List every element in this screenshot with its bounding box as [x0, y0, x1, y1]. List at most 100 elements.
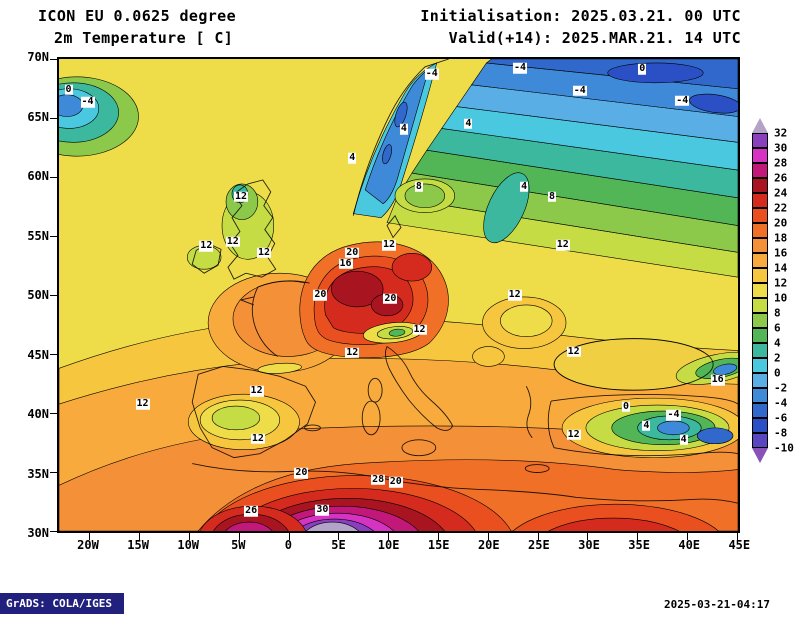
colorbar-tick-label: -8	[774, 426, 788, 440]
lon-tickmark	[587, 533, 589, 540]
lat-tickmark	[50, 176, 57, 178]
lat-tickmark	[50, 117, 57, 119]
lon-tickmark	[139, 533, 141, 540]
colorbar-segment	[752, 223, 768, 238]
colorbar-segment	[752, 193, 768, 208]
lat-tickmark	[50, 294, 57, 296]
temperature-field-svg	[59, 59, 738, 531]
colorbar-tick-label: 14	[774, 261, 788, 275]
colorbar-tick-label: 28	[774, 156, 788, 170]
lat-axis: 70N 65N 60N 55N 50N 45N 40N 35N 30N	[0, 50, 53, 540]
lon-tickmark	[338, 533, 340, 540]
colorbar-segment	[752, 238, 768, 253]
colorbar-segment	[752, 433, 768, 448]
lon-tickmark	[537, 533, 539, 540]
lat-tick-label: 45N	[27, 347, 49, 362]
lat-tickmark	[50, 58, 57, 60]
lon-tick-label: 45E	[728, 538, 751, 552]
lat-tickmark	[50, 471, 57, 473]
colorbar-tick-label: 22	[774, 201, 788, 215]
lon-tickmark	[188, 533, 190, 540]
lon-tickmark	[487, 533, 489, 540]
colorbar-segment	[752, 163, 768, 178]
lon-tickmark	[686, 533, 688, 540]
lat-tickmark	[50, 530, 57, 532]
colorbar-segment	[752, 298, 768, 313]
lat-tick-label: 60N	[27, 169, 49, 183]
lon-tick-label: 5W	[231, 538, 246, 552]
colorbar-segment	[752, 403, 768, 418]
lon-tickmark	[736, 533, 738, 540]
colorbar-tick-label: 8	[774, 306, 781, 320]
colorbar-segment	[752, 313, 768, 328]
colorbar-segment	[752, 328, 768, 343]
parameter-title: 2m Temperature [ C]	[54, 29, 234, 47]
colorbar-tick-label: -2	[774, 381, 788, 395]
generation-timestamp: 2025-03-21-04:17	[664, 598, 770, 611]
lon-tick-label: 25E	[528, 538, 550, 552]
lat-tick-label: 40N	[27, 407, 49, 421]
colorbar-tick-label: 2	[774, 351, 781, 365]
lat-tickmark	[50, 412, 57, 414]
colorbar: 32 30 28 26 24 22 20 18 16 14 12 10 8 6 4 2 0 -2 -4 -6 -8 -10	[752, 118, 800, 463]
initialisation-text: Initialisation: 2025.03.21. 00 UTC	[420, 7, 741, 25]
valid-text: Valid(+14): 2025.MAR.21. 14 UTC	[448, 29, 741, 47]
colorbar-ticks: 32 30 28 26 24 22 20 18 16 14 12 10 8 6 4 2 0 -2 -4 -6 -8 -10	[752, 118, 800, 463]
lat-tick-label: 55N	[27, 228, 49, 243]
colorbar-tick-label: -10	[774, 441, 794, 455]
colorbar-segment	[752, 148, 768, 163]
lon-axis: 20W 15W 10W 5W 0 5E 10E 15E 20E 25E 30E 35E 40E 45E	[57, 538, 750, 554]
colorbar-tick-label: -6	[774, 411, 788, 425]
colorbar-tick-label: 12	[774, 276, 788, 290]
colorbar-tick-label: 30	[774, 141, 788, 155]
coastlines	[191, 59, 738, 504]
lon-tickmark	[388, 533, 390, 540]
lat-tick-label: 70N	[27, 50, 49, 64]
colorbar-segment	[752, 343, 768, 358]
lon-tickmark	[238, 533, 240, 540]
colorbar-tick-label: 20	[774, 216, 788, 230]
colorbar-segment	[752, 418, 768, 433]
lat-tick-label: 35N	[27, 466, 49, 481]
lon-tickmark	[437, 533, 439, 540]
lon-tickmark	[637, 533, 639, 540]
lat-tick-label: 50N	[27, 288, 49, 302]
colorbar-tick-label: 18	[774, 231, 788, 245]
colorbar-segment	[752, 178, 768, 193]
map-frame: 0 -4 -4 -4 0 -4 -4 4 4 4 4 8 8 12 12 12 12 16 20 12 12 20 20 12…	[50, 57, 740, 540]
colorbar-tick-label: -4	[774, 396, 788, 410]
lat-tickmark	[50, 235, 57, 237]
colorbar-tick-label: 0	[774, 366, 781, 380]
lon-tick-label: 35E	[628, 538, 650, 552]
lon-tick-label: 15W	[127, 538, 149, 552]
colorbar-segment	[752, 268, 768, 283]
colorbar-segment	[752, 358, 768, 373]
lon-tick-label: 5E	[331, 538, 346, 552]
colorbar-segment	[752, 373, 768, 388]
lon-tick-label: 15E	[427, 538, 450, 552]
colorbar-segment	[752, 388, 768, 403]
lon-tick-label: 30E	[578, 538, 600, 552]
colorbar-tick-label: 26	[774, 171, 788, 185]
colorbar-segment	[752, 253, 768, 268]
temperature-shading	[59, 59, 738, 531]
lon-tickmark	[89, 533, 91, 540]
colorbar-segment	[752, 133, 768, 148]
lat-tickmark	[50, 353, 57, 355]
colorbar-tick-label: 10	[774, 291, 788, 305]
colorbar-tick-label: 24	[774, 186, 788, 200]
grads-credit-badge: GrADS: COLA/IGES	[0, 593, 124, 614]
colorbar-segment	[752, 208, 768, 223]
lon-tick-label: 20E	[477, 538, 500, 552]
colorbar-segment	[752, 283, 768, 298]
colorbar-tick-label: 32	[774, 126, 788, 140]
model-title: ICON EU 0.0625 degree	[38, 7, 237, 25]
lat-tick-label: 30N	[27, 526, 49, 540]
lon-tick-label: 0	[284, 538, 293, 552]
lon-tick-label: 10W	[177, 538, 200, 552]
lon-tick-label: 40E	[678, 538, 701, 552]
grads-credit-text: GrADS: COLA/IGES	[6, 597, 112, 610]
colorbar-tick-label: 6	[774, 321, 781, 335]
lat-tick-label: 65N	[27, 109, 49, 124]
lon-tick-label: 10E	[377, 538, 400, 552]
